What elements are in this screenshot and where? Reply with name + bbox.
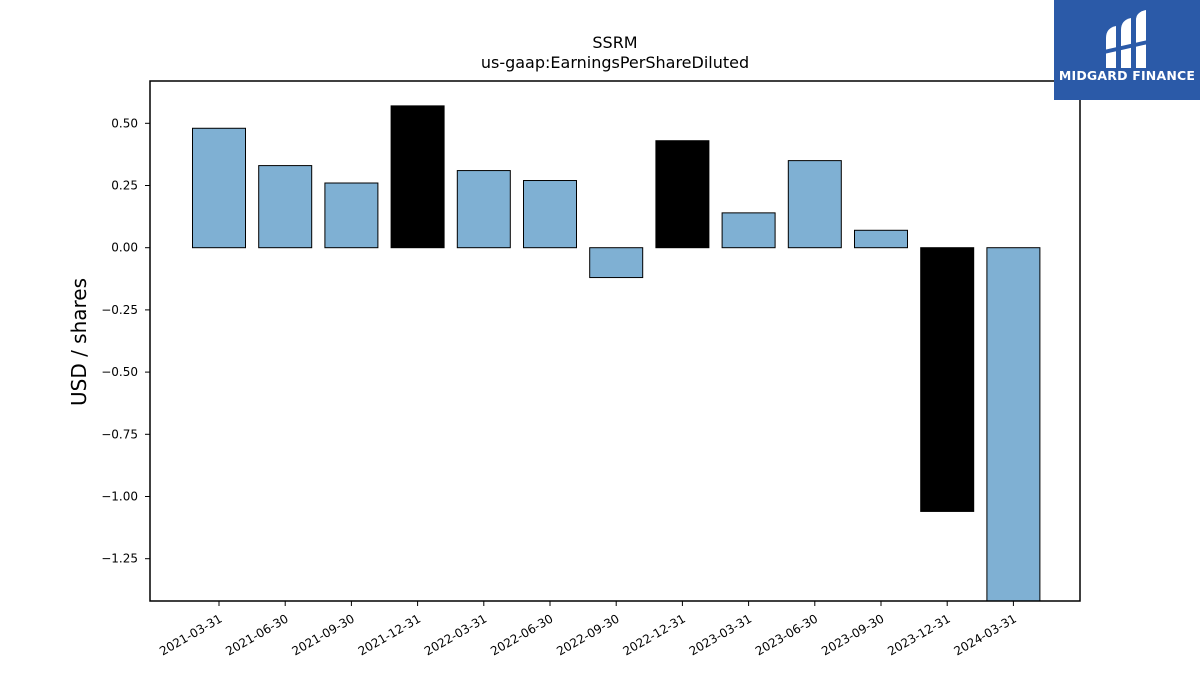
x-tick-label: 2022-12-31 — [620, 611, 687, 658]
bar-2021-06-30 — [258, 165, 313, 249]
y-tick-label: 0.25 — [111, 178, 138, 192]
y-tick-label: 0.50 — [111, 116, 138, 130]
bar-2022-09-30 — [589, 247, 644, 279]
x-tick-label: 2021-03-31 — [157, 611, 224, 658]
y-ticks-group: 0.50 0.25 0.00 −0.25 −0.50 −0.75 −1.00 −1.25 — [101, 116, 150, 566]
x-tick-label: 2022-06-30 — [488, 611, 555, 658]
bar-2021-12-31 — [390, 105, 445, 249]
midgard-logo-icon — [1104, 10, 1148, 68]
bar-2022-12-31 — [655, 140, 710, 249]
x-ticks-group: 2021-03-312021-06-302021-09-302021-12-31… — [157, 601, 1019, 658]
chart-title: SSRM — [592, 33, 637, 52]
x-tick-label: 2022-09-30 — [554, 611, 621, 658]
bar-2023-09-30 — [854, 229, 908, 249]
y-tick-label: 0.00 — [111, 241, 138, 255]
x-tick-label: 2021-06-30 — [223, 611, 290, 658]
y-tick-label: −1.25 — [101, 552, 138, 566]
bar-2021-09-30 — [324, 182, 379, 249]
bar-2024-03-31 — [986, 247, 1041, 602]
bar-2021-03-31 — [192, 127, 246, 249]
y-axis-label: USD / shares — [67, 278, 91, 406]
x-tick-label: 2024-03-31 — [951, 611, 1018, 658]
x-tick-label: 2023-03-31 — [687, 611, 754, 658]
x-tick-label: 2023-12-31 — [885, 611, 952, 658]
x-tick-label: 2022-03-31 — [422, 611, 489, 658]
bar-2023-06-30 — [787, 160, 842, 249]
x-tick-label: 2023-09-30 — [819, 611, 886, 658]
y-tick-label: −0.75 — [101, 427, 138, 441]
bars-group — [192, 105, 1041, 602]
chart-subtitle: us-gaap:EarningsPerShareDiluted — [481, 53, 749, 72]
brand-name: MIDGARD FINANCE — [1058, 68, 1196, 83]
bar-2023-03-31 — [721, 212, 776, 249]
plot-frame — [149, 80, 1081, 602]
brand-logo: MIDGARD FINANCE — [1054, 0, 1200, 100]
bar-2022-03-31 — [456, 170, 511, 249]
y-tick-label: −0.50 — [101, 365, 138, 379]
bar-2022-06-30 — [523, 180, 577, 249]
x-tick-label: 2021-12-31 — [356, 611, 423, 658]
y-tick-label: −1.00 — [101, 490, 138, 504]
bar-2023-12-31 — [920, 247, 975, 512]
x-tick-label: 2021-09-30 — [289, 611, 356, 658]
y-tick-label: −0.25 — [101, 303, 138, 317]
x-tick-label: 2023-06-30 — [753, 611, 820, 658]
